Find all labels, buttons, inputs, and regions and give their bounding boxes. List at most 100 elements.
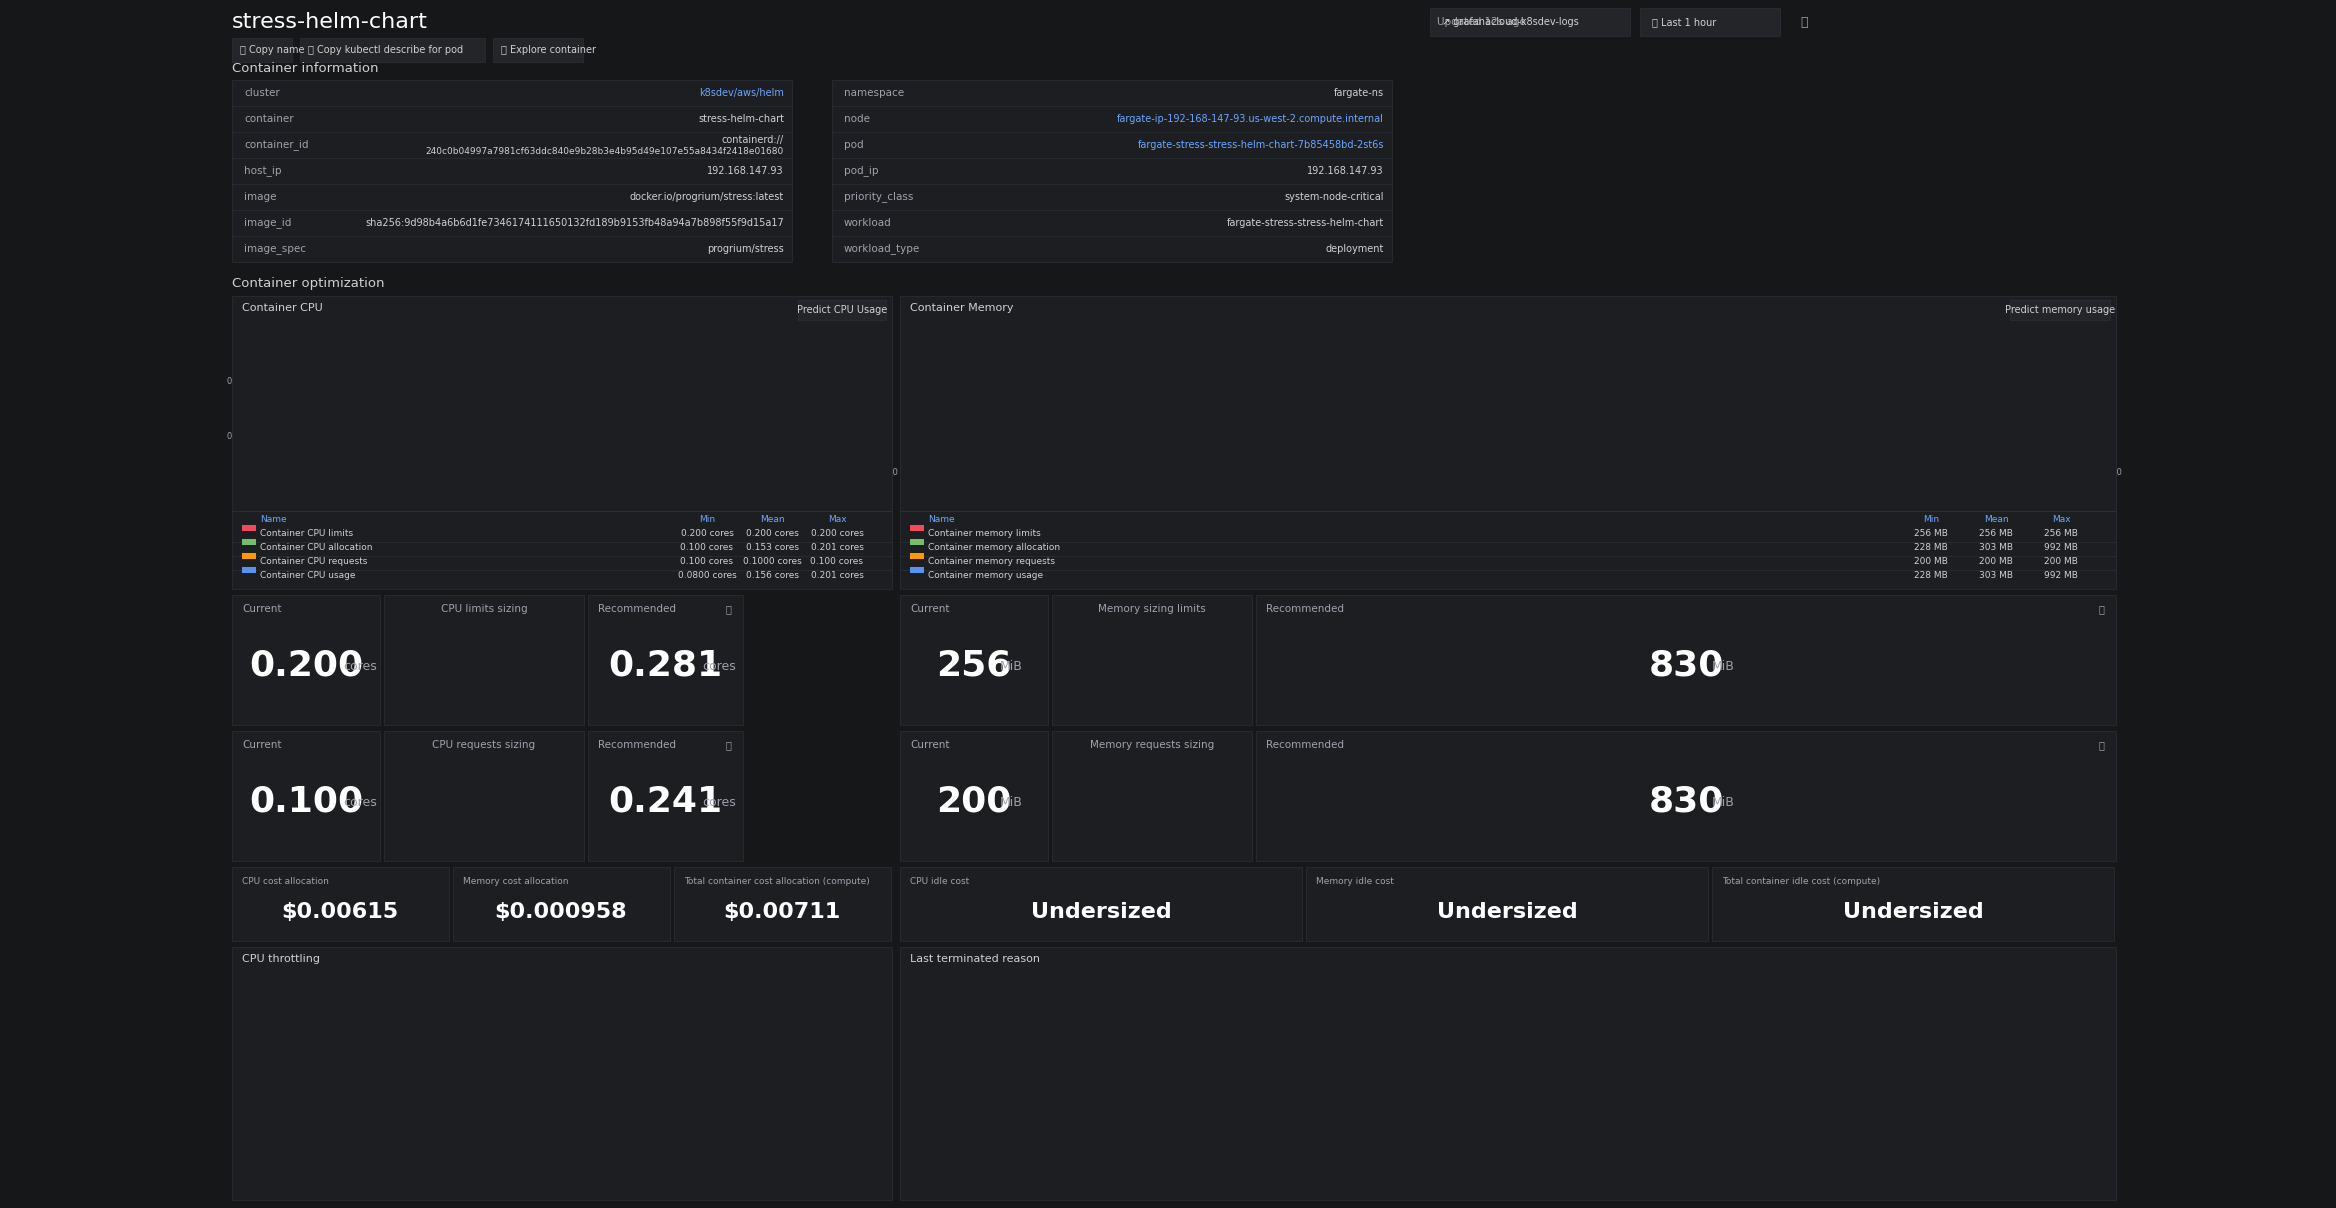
Text: +0.141 cores: +0.141 cores [453, 811, 514, 819]
Text: pod: pod [843, 140, 864, 150]
Text: Predict memory usage: Predict memory usage [2004, 304, 2114, 315]
Text: Mean: Mean [1983, 516, 2009, 524]
Text: pod_ip: pod_ip [843, 165, 878, 176]
Text: 303 MB: 303 MB [1979, 544, 2014, 552]
Text: Memory cost allocation: Memory cost allocation [463, 877, 568, 885]
Text: ⓘ: ⓘ [2098, 604, 2105, 614]
Text: 303 MB: 303 MB [1979, 571, 2014, 581]
Text: image_id: image_id [243, 217, 292, 228]
Text: ⓘ: ⓘ [724, 604, 731, 614]
Text: Total container idle cost (compute): Total container idle cost (compute) [1722, 877, 1880, 885]
Text: Container memory usage: Container memory usage [927, 571, 1044, 581]
Text: 📋 Copy kubectl describe for pod: 📋 Copy kubectl describe for pod [308, 45, 463, 56]
Text: 0.156 cores: 0.156 cores [745, 571, 799, 581]
Text: 992 MB: 992 MB [2044, 544, 2079, 552]
Text: 📋 Copy name: 📋 Copy name [241, 45, 304, 56]
Text: 0.153 cores: 0.153 cores [745, 544, 799, 552]
Text: 240c0b04997a7981cf63ddc840e9b28b3e4b95d49e107e55a8434f2418e01680: 240c0b04997a7981cf63ddc840e9b28b3e4b95d4… [425, 147, 785, 157]
Text: 200 MB: 200 MB [1979, 558, 2014, 567]
Text: container: container [243, 114, 294, 124]
Text: system-node-critical: system-node-critical [1285, 192, 1383, 202]
Text: MiB: MiB [1000, 796, 1023, 808]
Text: fargate-stress-stress-helm-chart-7b85458bd-2st6s: fargate-stress-stress-helm-chart-7b85458… [1138, 140, 1383, 150]
Text: 192.168.147.93: 192.168.147.93 [708, 165, 785, 176]
Text: 0.100: 0.100 [250, 785, 362, 819]
Text: containerd://: containerd:// [722, 135, 785, 145]
Text: 0.200: 0.200 [250, 649, 362, 683]
Text: cores: cores [703, 796, 736, 808]
Text: 🔍: 🔍 [1801, 16, 1808, 29]
Text: namespace: namespace [843, 88, 904, 98]
Text: cores: cores [703, 660, 736, 673]
Text: Current: Current [243, 604, 283, 614]
Text: workload_type: workload_type [843, 244, 920, 255]
Text: Undersized: Undersized [1843, 902, 1983, 922]
Text: Undersized: Undersized [1030, 902, 1170, 922]
Text: fargate-stress-stress-helm-chart: fargate-stress-stress-helm-chart [1226, 217, 1383, 228]
Text: workload: workload [843, 217, 892, 228]
Text: 0.281: 0.281 [607, 649, 722, 683]
Text: 0.201 cores: 0.201 cores [811, 571, 864, 581]
Text: CPU idle cost: CPU idle cost [911, 877, 969, 885]
Text: MiB: MiB [1000, 660, 1023, 673]
Text: Current: Current [243, 741, 283, 750]
Text: docker.io/progrium/stress:latest: docker.io/progrium/stress:latest [631, 192, 785, 202]
Text: Name: Name [927, 516, 955, 524]
Text: node: node [843, 114, 869, 124]
Text: cluster: cluster [243, 88, 280, 98]
Text: Updated 12s ago: Updated 12s ago [1437, 17, 1525, 27]
Text: cores: cores [343, 796, 376, 808]
Text: Container memory limits: Container memory limits [927, 529, 1042, 539]
Text: Container information: Container information [231, 62, 378, 75]
Text: Container memory requests: Container memory requests [927, 558, 1056, 567]
Text: 0.1000 cores: 0.1000 cores [743, 558, 801, 567]
Text: 200: 200 [937, 785, 1011, 819]
Text: 256 MB: 256 MB [1979, 529, 2014, 539]
Text: container_id: container_id [243, 140, 308, 151]
Text: 0.201 cores: 0.201 cores [811, 544, 864, 552]
Text: -0.081 cores: -0.081 cores [456, 674, 512, 683]
Text: -619.848 MiB: -619.848 MiB [1121, 811, 1182, 819]
Text: Memory requests sizing: Memory requests sizing [1091, 741, 1215, 750]
Text: Memory sizing limits: Memory sizing limits [1098, 604, 1205, 614]
Text: Current: Current [911, 741, 948, 750]
Text: 200 MB: 200 MB [1913, 558, 1948, 567]
Text: Min: Min [1923, 516, 1939, 524]
Text: MiB: MiB [1712, 660, 1736, 673]
Text: 992 MB: 992 MB [2044, 571, 2079, 581]
Text: k8sdev/aws/helm: k8sdev/aws/helm [698, 88, 785, 98]
Text: 228 MB: 228 MB [1913, 544, 1948, 552]
Text: ⓘ: ⓘ [2098, 741, 2105, 750]
Text: 830: 830 [1649, 785, 1724, 819]
Text: MiB: MiB [1712, 796, 1736, 808]
Text: ⓘ: ⓘ [724, 741, 731, 750]
Text: CPU throttling: CPU throttling [243, 954, 320, 964]
Text: Container CPU limits: Container CPU limits [259, 529, 353, 539]
Text: 0.200 cores: 0.200 cores [745, 529, 799, 539]
Text: Undersized: Undersized [1437, 902, 1577, 922]
Text: 192.168.147.93: 192.168.147.93 [1308, 165, 1383, 176]
Text: Container CPU requests: Container CPU requests [259, 558, 367, 567]
Text: Name: Name [259, 516, 287, 524]
Text: ↗ grafanacloud-k8sdev-logs: ↗ grafanacloud-k8sdev-logs [1441, 17, 1579, 27]
Text: fargate-ip-192-168-147-93.us-west-2.compute.internal: fargate-ip-192-168-147-93.us-west-2.comp… [1117, 114, 1383, 124]
Text: Total container cost allocation (compute): Total container cost allocation (compute… [684, 877, 869, 885]
Text: 0.100 cores: 0.100 cores [811, 558, 864, 567]
Text: Container Memory: Container Memory [911, 303, 1014, 313]
Text: Last terminated reason: Last terminated reason [911, 954, 1040, 964]
Text: priority_class: priority_class [843, 192, 913, 203]
Text: stress-helm-chart: stress-helm-chart [698, 114, 785, 124]
Text: stress-helm-chart: stress-helm-chart [231, 12, 427, 31]
Text: fargate-ns: fargate-ns [1334, 88, 1383, 98]
Text: progrium/stress: progrium/stress [708, 244, 785, 254]
Text: Mean: Mean [759, 516, 785, 524]
Text: Recommended: Recommended [598, 604, 675, 614]
Text: Container CPU allocation: Container CPU allocation [259, 544, 371, 552]
Text: $0.00615: $0.00615 [280, 902, 399, 922]
Text: Predict CPU Usage: Predict CPU Usage [797, 304, 888, 315]
Text: CPU requests sizing: CPU requests sizing [432, 741, 535, 750]
Text: 0.241: 0.241 [607, 785, 722, 819]
Text: 🔗 Explore container: 🔗 Explore container [500, 45, 596, 56]
Text: ⏱ Last 1 hour: ⏱ Last 1 hour [1652, 17, 1717, 27]
Text: 256 MB: 256 MB [1913, 529, 1948, 539]
